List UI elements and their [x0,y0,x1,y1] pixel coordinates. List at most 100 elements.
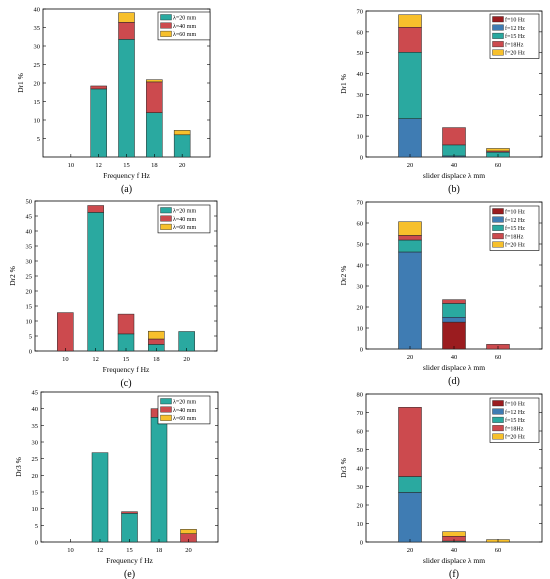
bar-segment-b-20-s1 [398,118,422,158]
chart-panel-d: 0 10 20 30 40 50 60 70 20 40 60 slider displace λ m… [339,200,543,387]
x-tick-label: 12 [95,162,102,169]
panel-label: (d) [448,376,460,387]
x-tick-label: 18 [151,162,158,169]
legend-swatch [160,215,172,222]
y-tick-label: 40 [357,263,364,270]
x-axis-label: slider displace λ mm [423,556,485,565]
y-tick-label: 35 [26,244,33,251]
bar-segment-e-12-s0 [91,452,109,543]
legend-swatch [492,425,504,432]
legend: λ=20 mm λ=40 mm λ=60 mm [157,395,211,425]
y-tick-label: 80 [357,392,364,399]
bar-segment-a-18-s2 [146,79,163,83]
legend-swatch [492,24,504,31]
bar-segment-e-15-s1 [121,511,138,514]
y-tick-label: 20 [357,113,364,120]
legend-label: λ=60 mm [173,32,196,38]
x-tick-label: 60 [495,547,502,554]
x-tick-label: 40 [451,354,458,361]
y-tick-label: 40 [26,229,33,236]
y-tick-label: 70 [357,410,364,417]
x-tick-label: 15 [123,162,130,169]
bar-segment-c-12-s1 [87,205,104,213]
legend-swatch [492,408,504,415]
x-tick-label: 20 [407,547,414,554]
y-tick-label: 30 [34,44,41,51]
legend-label: λ=60 mm [173,225,196,231]
legend-swatch [492,16,504,23]
legend-label: f=18Hz [505,41,524,48]
panel-label: (f) [449,569,459,579]
legend-swatch [492,241,504,248]
y-tick-label: 20 [26,289,33,296]
x-axis-label: Frequency f Hz [103,365,150,374]
x-tick-label: 10 [68,162,75,169]
y-tick-label: 30 [357,92,364,99]
legend: f=10 Hzf=12 Hzf=15 Hzf=18Hz f=20 Hz [489,13,540,59]
y-tick-label: 50 [26,199,33,206]
bar-segment-a-15-s2 [118,12,135,23]
legend-swatch [492,208,504,215]
legend-swatch [160,14,172,21]
y-tick-label: 25 [34,62,41,69]
y-tick-label: 50 [357,50,364,57]
bar-segment-f-20-s2 [398,476,422,493]
legend-label: f=15 Hz [505,417,525,424]
bar-segment-d-20-s4 [398,221,422,236]
bar-segment-d-40-s2 [442,303,466,318]
bar-segment-d-20-s1 [398,251,422,350]
legend-label: f=12 Hz [505,217,525,224]
x-tick-label: 20 [183,356,190,363]
x-tick-label: 40 [451,162,458,169]
bar-segment-b-20-s4 [398,14,422,28]
x-axis-label: slider displace λ mm [423,363,485,372]
legend-swatch [492,416,504,423]
y-tick-label: 15 [26,304,33,311]
legend-label: λ=40 mm [173,408,196,414]
bar-segment-c-10-s1 [57,312,74,352]
x-tick-label: 15 [126,547,133,554]
x-tick-label: 12 [97,547,104,554]
x-tick-label: 20 [407,162,414,169]
bar-segment-d-40-s1 [442,317,466,323]
legend-swatch [492,49,504,56]
legend-swatch [160,207,172,214]
y-axis-label: Dr2 % [339,266,348,286]
legend-label: f=18Hz [505,233,524,240]
bar-segment-c-12-s0 [87,212,104,352]
legend-swatch [160,22,172,29]
y-tick-label: 40 [32,406,39,413]
x-tick-label: 20 [185,547,192,554]
legend-label: λ=40 mm [173,24,196,30]
y-tick-label: 0 [360,540,363,547]
bar-segment-d-20-s2 [398,239,422,253]
y-tick-label: 70 [357,200,364,207]
legend-label: f=20 Hz [505,434,525,441]
x-tick-label: 60 [495,354,502,361]
x-tick-label: 18 [156,547,163,554]
x-axis-label: slider displace λ mm [423,171,485,180]
legend-label: f=20 Hz [505,50,525,57]
legend-label: λ=20 mm [173,16,196,22]
y-tick-label: 10 [357,521,364,528]
x-axis-label: Frequency f Hz [106,556,153,565]
legend: f=10 Hzf=12 Hzf=15 Hzf=18Hz f=20 Hz [489,397,540,443]
bar-segment-b-60-s4 [486,148,510,152]
legend: λ=20 mm λ=40 mm λ=60 mm [157,11,211,41]
y-tick-label: 0 [360,347,363,354]
legend: f=10 Hzf=12 Hzf=15 Hzf=18Hz f=20 Hz [489,205,540,251]
bar-segment-a-20-s0 [173,134,191,158]
y-axis-label: Dr1 % [16,73,25,93]
y-tick-label: 20 [34,81,41,88]
bar-segment-a-12-s0 [90,88,107,158]
legend-label: f=10 Hz [505,17,525,24]
y-tick-label: 35 [32,423,39,430]
y-tick-label: 5 [37,136,40,143]
legend-swatch [492,224,504,231]
legend-label: f=15 Hz [505,225,525,232]
legend-label: f=12 Hz [505,409,525,416]
legend-label: f=10 Hz [505,401,525,408]
legend-swatch [160,223,172,230]
bar-segment-d-20-s3 [398,235,422,241]
panel-label: (e) [124,569,135,579]
